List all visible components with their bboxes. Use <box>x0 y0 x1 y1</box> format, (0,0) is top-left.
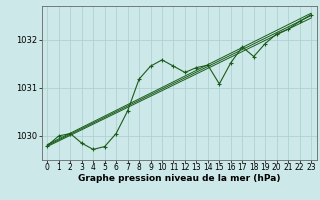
X-axis label: Graphe pression niveau de la mer (hPa): Graphe pression niveau de la mer (hPa) <box>78 174 280 183</box>
